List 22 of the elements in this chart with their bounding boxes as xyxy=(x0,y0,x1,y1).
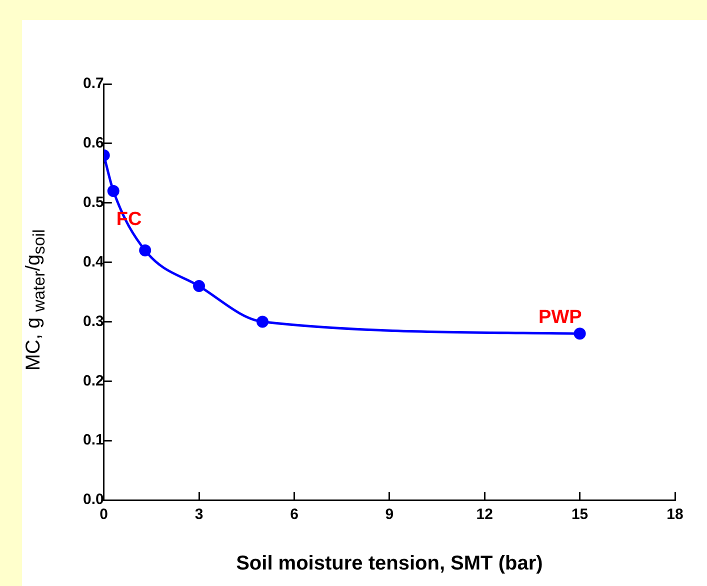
x-tick-label: 6 xyxy=(290,506,298,524)
y-tick-label: 0.7 xyxy=(82,75,104,92)
y-tick-label: 0.4 xyxy=(82,253,104,270)
point xyxy=(139,244,152,256)
point xyxy=(574,328,586,340)
point xyxy=(256,316,269,328)
y-tick-label: 0.6 xyxy=(82,134,104,152)
y-tick-label: 0.2 xyxy=(82,372,104,390)
x-tick-label: 15 xyxy=(571,506,588,524)
point xyxy=(107,184,120,197)
x-tick-label: 18 xyxy=(666,506,684,524)
point xyxy=(193,280,206,292)
y-tick-label: 0.3 xyxy=(82,312,104,330)
x-tick-label: 0 xyxy=(100,506,108,524)
x-tick-label: 9 xyxy=(385,506,394,524)
annotation: PWP xyxy=(538,306,582,328)
y-tick-label: 0.0 xyxy=(82,491,104,508)
x-axis-title: Soil moisture tension, SMT (bar) xyxy=(236,552,543,575)
x-tick-label: 3 xyxy=(194,506,204,524)
x-tick-label: 12 xyxy=(476,506,493,524)
y-tick-label: 0.1 xyxy=(82,432,104,449)
y-tick-label: 0.5 xyxy=(82,194,104,211)
